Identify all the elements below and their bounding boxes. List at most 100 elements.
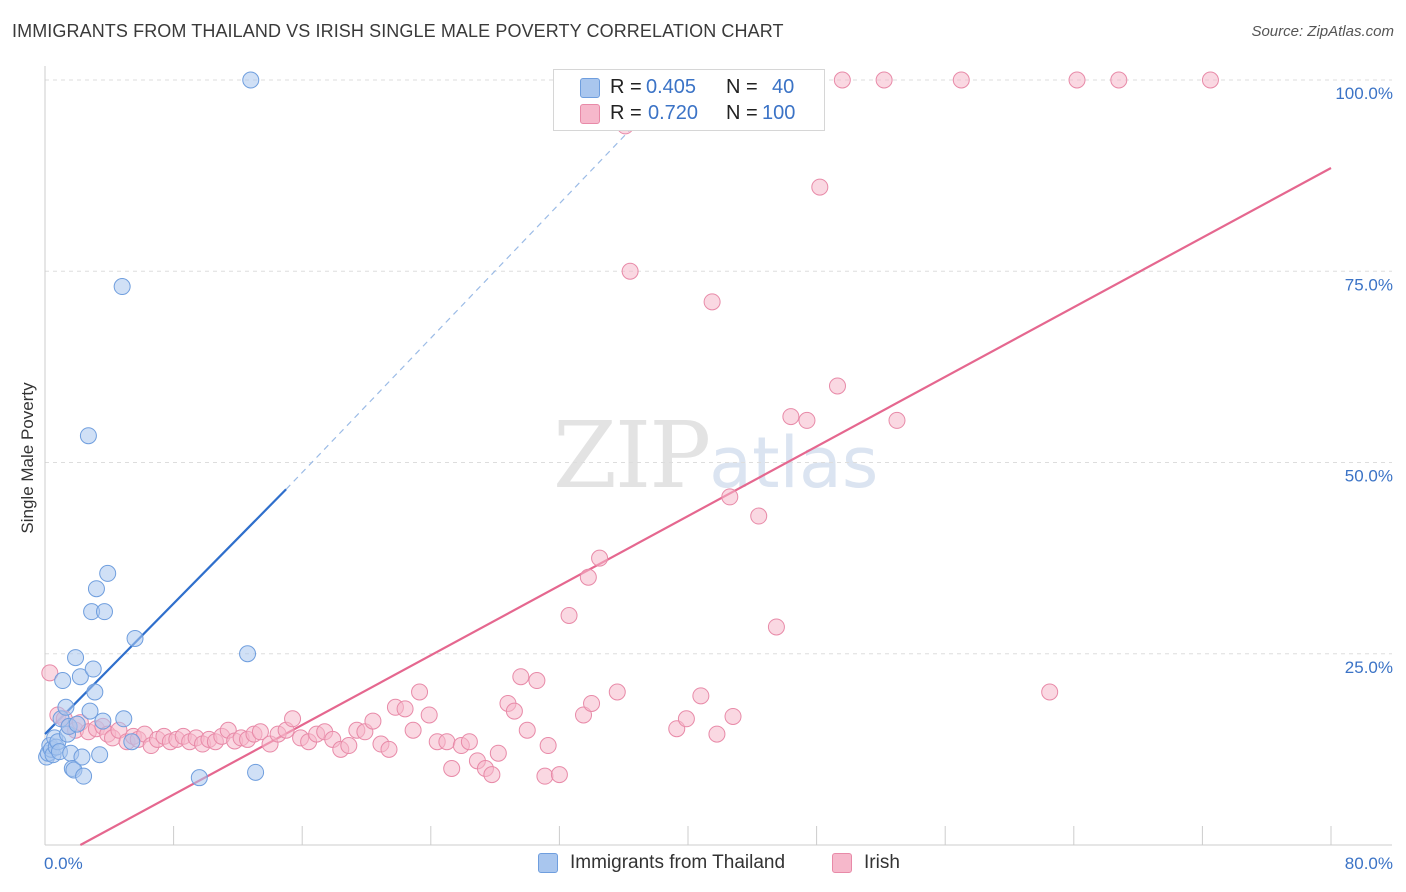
thailand-point xyxy=(54,672,72,690)
thailand-point xyxy=(115,710,133,728)
grid xyxy=(45,79,1392,655)
thailand-point xyxy=(123,733,141,751)
irish-point xyxy=(483,766,501,784)
stats-r-label: R = xyxy=(610,75,642,98)
stats-n-label: N = xyxy=(726,101,758,124)
irish-point xyxy=(41,664,59,682)
irish-point xyxy=(782,408,800,426)
y-tick-label: 50.0% xyxy=(1345,467,1393,486)
thailand-point xyxy=(73,748,91,766)
irish-point xyxy=(528,672,546,690)
stats-n-value: 40 xyxy=(772,75,795,98)
thailand-point xyxy=(95,603,113,621)
thailand-point xyxy=(75,767,93,785)
thailand-point xyxy=(68,715,86,733)
irish-point xyxy=(380,740,398,758)
tick-labels: 25.0% 50.0% 75.0% 100.0% 0.0% 80.0% xyxy=(44,84,1393,873)
thailand-point xyxy=(79,427,97,445)
irish-point xyxy=(512,668,530,686)
thailand-point xyxy=(81,702,99,720)
stats-n-value: 100 xyxy=(762,101,796,124)
stats-box: R = 0.405 N = 40 R = 0.720 N = 100 xyxy=(553,69,825,131)
legend-item-irish[interactable]: Irish xyxy=(832,852,900,874)
thailand-points xyxy=(38,71,265,787)
irish-point xyxy=(721,488,739,506)
irish-point xyxy=(284,710,302,728)
irish-point xyxy=(724,707,742,725)
irish-point xyxy=(1201,71,1219,89)
thailand-point xyxy=(71,668,89,686)
thailand-point xyxy=(190,769,208,787)
irish-point xyxy=(692,687,710,705)
irish-point xyxy=(875,71,893,89)
irish-point xyxy=(1041,683,1059,701)
irish-point xyxy=(340,737,358,755)
irish-point xyxy=(536,767,554,785)
thailand-point xyxy=(94,712,112,730)
thailand-point xyxy=(67,649,85,667)
irish-point xyxy=(703,293,721,311)
irish-point xyxy=(750,507,768,525)
irish-point xyxy=(1110,71,1128,89)
irish-point xyxy=(460,733,478,751)
irish-point xyxy=(364,712,382,730)
irish-point xyxy=(420,706,438,724)
y-tick-label: 75.0% xyxy=(1345,275,1393,294)
irish-point xyxy=(518,721,536,739)
irish-point xyxy=(621,262,639,280)
irish-point xyxy=(411,683,429,701)
irish-point xyxy=(608,683,626,701)
y-tick-label: 100.0% xyxy=(1335,84,1393,103)
stats-swatch-irish xyxy=(580,104,600,124)
irish-point xyxy=(438,733,456,751)
irish-point xyxy=(443,760,461,777)
irish-point xyxy=(1068,71,1086,89)
irish-point xyxy=(550,766,568,784)
axes xyxy=(44,66,1392,846)
irish-point xyxy=(798,411,816,429)
irish-point xyxy=(833,71,851,89)
irish-point xyxy=(560,607,578,624)
irish-point xyxy=(767,618,785,636)
thailand-point xyxy=(126,629,144,647)
stats-n-label: N = xyxy=(726,75,758,98)
legend-label-irish: Irish xyxy=(864,852,900,873)
irish-point xyxy=(396,700,414,718)
watermark: ZIPatlas xyxy=(553,402,878,509)
irish-point xyxy=(811,178,829,196)
thailand-point xyxy=(239,645,257,663)
legend-item-thailand[interactable]: Immigrants from Thailand xyxy=(538,852,785,874)
watermark-zip: ZIP xyxy=(553,402,711,509)
legend: Immigrants from Thailand Irish xyxy=(0,850,1406,880)
thailand-point xyxy=(99,564,117,582)
legend-label-thailand: Immigrants from Thailand xyxy=(570,852,786,873)
x-tick-label: 0.0% xyxy=(44,854,83,873)
irish-point xyxy=(505,702,523,720)
stats-r-label: R = xyxy=(610,101,642,124)
thailand-point xyxy=(57,698,75,716)
legend-swatch-thailand xyxy=(538,853,558,873)
thailand-point xyxy=(87,580,105,598)
irish-point xyxy=(952,71,970,89)
thailand-trendline xyxy=(44,488,287,735)
thailand-trendline-extension xyxy=(285,102,657,490)
legend-swatch-irish xyxy=(832,853,852,873)
chart-source: Source: ZipAtlas.com xyxy=(1251,23,1394,40)
stats-swatch-thailand xyxy=(580,78,600,98)
stats-r-value: 0.720 xyxy=(648,101,699,124)
irish-point xyxy=(888,411,906,429)
x-tick-label: 80.0% xyxy=(1345,854,1393,873)
irish-point xyxy=(591,549,609,567)
irish-point xyxy=(677,710,695,728)
thailand-point xyxy=(84,660,102,678)
thailand-point xyxy=(113,278,131,296)
thailand-point xyxy=(86,683,104,701)
irish-point xyxy=(828,377,846,395)
thailand-point xyxy=(247,763,265,781)
irish-point xyxy=(404,721,422,739)
thailand-point xyxy=(91,746,109,764)
irish-point xyxy=(489,744,507,762)
irish-point xyxy=(539,737,557,755)
irish-points xyxy=(41,71,1219,785)
